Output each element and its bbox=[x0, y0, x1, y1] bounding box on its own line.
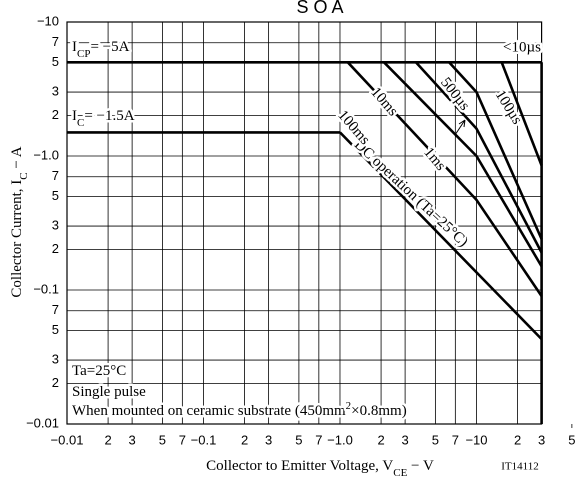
y-tick-label: 7 bbox=[52, 168, 59, 183]
series-label-part: C bbox=[77, 117, 84, 129]
y-tick-label: 7 bbox=[52, 34, 59, 49]
series-line bbox=[346, 61, 543, 297]
y-tick-label: −0.1 bbox=[33, 281, 59, 296]
y-tick-label: 2 bbox=[52, 107, 59, 122]
series-label: ICP= −5A bbox=[72, 39, 130, 59]
y-axis-label-part: − A bbox=[9, 146, 25, 172]
x-tick-label: 5 bbox=[568, 432, 575, 447]
x-axis-label-part: Collector to Emitter Voltage, V bbox=[206, 458, 393, 474]
x-tick-label: −10 bbox=[465, 432, 487, 447]
x-tick-label: 7 bbox=[315, 432, 322, 447]
annotation-part: Single pulse bbox=[72, 384, 146, 400]
y-axis-label: Collector Current, IC − A bbox=[9, 146, 29, 297]
series-label: <10µs bbox=[503, 39, 541, 55]
x-tick-label: 7 bbox=[452, 432, 459, 447]
y-tick-label: 7 bbox=[52, 302, 59, 317]
annotation: Ta=25°C bbox=[72, 363, 126, 379]
chart-title: S O A bbox=[296, 0, 343, 17]
x-tick-label: 5 bbox=[295, 432, 302, 447]
y-tick-label: 5 bbox=[52, 54, 59, 69]
series-line bbox=[448, 61, 543, 240]
x-tick-label: 5 bbox=[432, 432, 439, 447]
x-tick-label: 3 bbox=[265, 432, 272, 447]
y-tick-label: 5 bbox=[52, 188, 59, 203]
series-line bbox=[500, 61, 543, 166]
annotation-part: When mounted on ceramic substrate (450mm bbox=[72, 403, 346, 419]
x-tick-label: −0.1 bbox=[191, 432, 217, 447]
x-axis-label: Collector to Emitter Voltage, VCE − V bbox=[206, 458, 434, 478]
y-tick-label: 5 bbox=[52, 322, 59, 337]
y-tick-label: −10 bbox=[37, 13, 59, 28]
series-label-part: I bbox=[72, 108, 77, 124]
y-tick-label: 3 bbox=[52, 84, 59, 99]
y-axis-label-part: Collector Current, I bbox=[9, 180, 25, 298]
annotation: Single pulse bbox=[72, 384, 146, 400]
y-tick-label: 2 bbox=[52, 241, 59, 256]
series-label: IC= −1.5A bbox=[72, 108, 135, 128]
y-tick-label: 2 bbox=[52, 375, 59, 390]
x-axis-label-part: − V bbox=[407, 458, 434, 474]
x-tick-label: 3 bbox=[129, 432, 136, 447]
x-tick-label: 3 bbox=[538, 432, 545, 447]
x-tick-label: 2 bbox=[377, 432, 384, 447]
y-tick-label: 3 bbox=[52, 352, 59, 367]
x-tick-label: 2 bbox=[104, 432, 111, 447]
annotation-part: 2 bbox=[346, 400, 352, 412]
series-line bbox=[414, 61, 543, 254]
annotation-part: Ta=25°C bbox=[72, 363, 126, 379]
series-label-part: = −1.5A bbox=[84, 108, 134, 124]
x-tick-label: −0.01 bbox=[51, 432, 84, 447]
pointer-arrow bbox=[454, 119, 466, 136]
y-tick-label: 3 bbox=[52, 218, 59, 233]
x-tick-label: 2 bbox=[241, 432, 248, 447]
series-line bbox=[339, 131, 543, 341]
series-label-part: I bbox=[72, 39, 77, 55]
x-tick-label: 7 bbox=[179, 432, 186, 447]
annotation-part: ×0.8mm) bbox=[351, 403, 407, 419]
x-axis-label-part: CE bbox=[393, 467, 407, 479]
figure-code: IT14112 bbox=[501, 461, 538, 473]
series-line bbox=[383, 61, 543, 268]
annotation: When mounted on ceramic substrate (450mm… bbox=[72, 400, 407, 420]
y-axis-label-part: C bbox=[18, 172, 30, 179]
series-label-part: = −5A bbox=[90, 39, 129, 55]
x-tick-label: 2 bbox=[514, 432, 521, 447]
x-tick-label: −1.0 bbox=[327, 432, 353, 447]
y-tick-label: −1.0 bbox=[33, 147, 59, 162]
y-tick-label: −0.01 bbox=[26, 415, 59, 430]
series-label-part: CP bbox=[77, 48, 90, 60]
x-tick-label: 3 bbox=[401, 432, 408, 447]
x-tick-label: 5 bbox=[159, 432, 166, 447]
